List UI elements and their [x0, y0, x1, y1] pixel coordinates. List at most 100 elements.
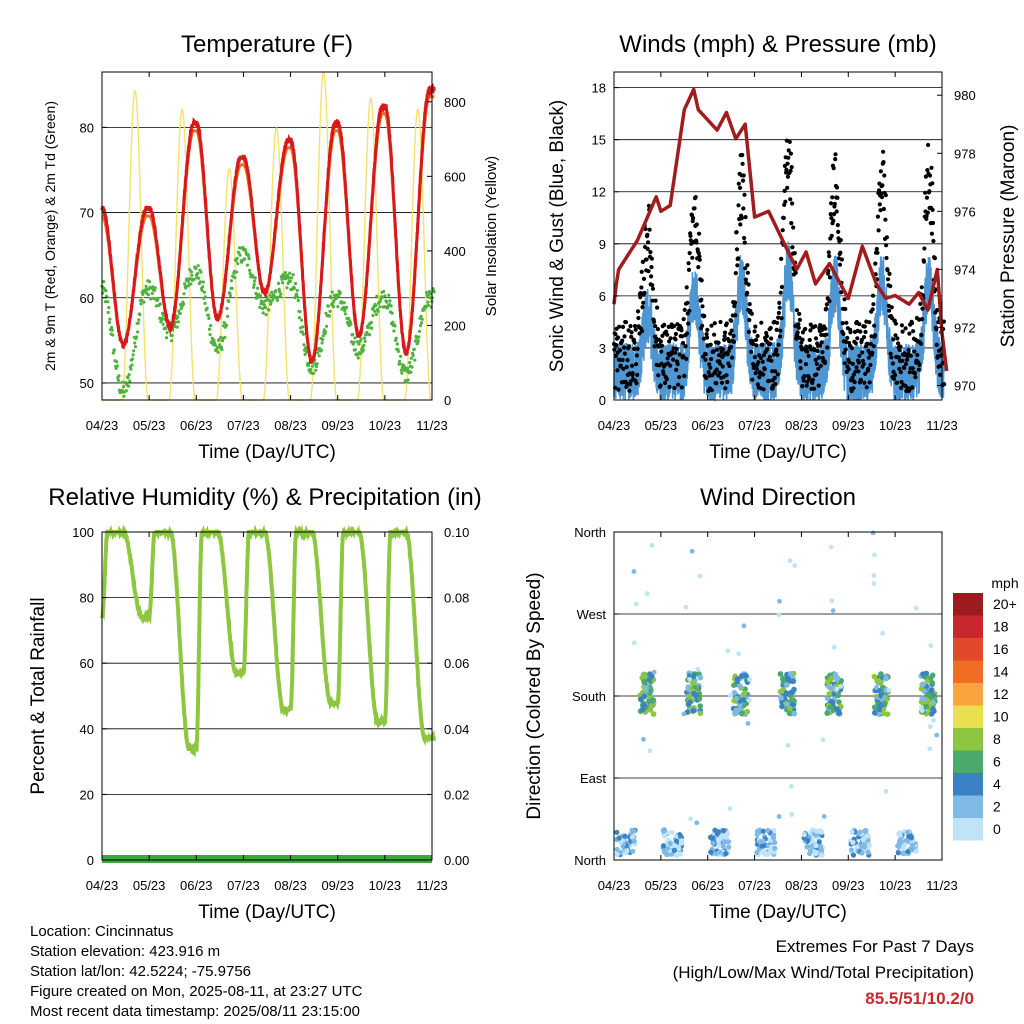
dewpoint-point — [428, 296, 432, 300]
gust-point — [853, 341, 858, 346]
direction-point — [695, 666, 701, 672]
x-tick-label: 04/23 — [86, 418, 119, 433]
dewpoint-point — [202, 290, 206, 294]
gust-point — [827, 254, 832, 259]
x-tick-label: 04/23 — [598, 878, 631, 893]
direction-point — [688, 816, 693, 822]
dewpoint-point — [153, 286, 157, 290]
gust-point — [888, 284, 893, 289]
solar-insolation-line — [102, 70, 432, 401]
direction-point — [691, 690, 697, 697]
dewpoint-point — [336, 305, 340, 309]
direction-point — [780, 676, 786, 682]
dewpoint-point — [297, 316, 301, 320]
gust-point — [861, 335, 867, 340]
gust-point — [712, 332, 717, 337]
direction-point — [865, 849, 871, 855]
x-tick-label: 06/23 — [180, 418, 213, 433]
dewpoint-point — [215, 345, 219, 349]
dewpoint-point — [170, 334, 174, 338]
gust-point — [880, 183, 885, 188]
gust-point — [814, 372, 819, 377]
colorbar-label: 20+ — [993, 596, 1017, 612]
direction-point — [633, 601, 639, 607]
x-tick-label: 06/23 — [691, 878, 724, 893]
dewpoint-point — [175, 325, 179, 329]
gust-point — [761, 372, 766, 377]
direction-point — [777, 598, 782, 604]
gust-point — [794, 308, 800, 313]
direction-point — [721, 839, 727, 845]
dewpoint-point — [357, 342, 361, 346]
dewpoint-point — [213, 343, 217, 347]
gust-point — [776, 310, 782, 315]
dewpoint-point — [274, 289, 278, 293]
dewpoint-point — [170, 339, 174, 343]
gust-point — [674, 367, 679, 372]
dewpoint-point — [263, 306, 268, 310]
direction-point — [745, 721, 751, 726]
gust-point — [861, 362, 866, 367]
gust-point — [827, 299, 832, 304]
gust-point — [789, 165, 794, 170]
gust-point — [754, 343, 759, 348]
dewpoint-point — [300, 318, 304, 322]
x-tick-label: 09/23 — [321, 418, 354, 433]
speed-colorbar: mph 20+ 18 16 14 12 10 8 6 4 2 0 — [953, 575, 1019, 841]
gust-point — [891, 376, 897, 381]
gust-point — [686, 261, 691, 266]
gust-point — [918, 301, 923, 306]
gust-point — [709, 357, 714, 362]
dewpoint-point — [198, 280, 202, 284]
y2-tick-label: 200 — [444, 318, 466, 333]
y2-tick-label: 400 — [444, 244, 466, 259]
gust-point — [782, 202, 787, 207]
gust-point — [850, 361, 855, 366]
gust-point — [683, 344, 688, 349]
gust-point — [680, 340, 686, 346]
temperature-title: Temperature (F) — [181, 31, 353, 58]
y-tick-label: South — [572, 689, 606, 704]
gust-point — [773, 382, 778, 387]
y-tick-label: 0 — [599, 393, 606, 408]
colorbar-swatch — [953, 773, 983, 796]
direction-point — [874, 685, 879, 690]
gust-point — [685, 300, 690, 305]
y-tick-label: 9 — [599, 237, 606, 252]
gust-point — [616, 335, 621, 340]
direction-point — [920, 671, 926, 677]
direction-point — [789, 784, 794, 789]
direction-point — [733, 707, 740, 714]
direction-point — [741, 672, 748, 679]
gust-point — [815, 348, 820, 354]
gust-point — [800, 384, 805, 389]
gust-point — [772, 352, 777, 357]
dewpoint-point — [108, 317, 112, 321]
gust-point — [638, 295, 643, 300]
x-tick-label: 11/23 — [416, 418, 448, 433]
direction-point — [647, 748, 653, 754]
extremes-value: 85.5/51/10.2/0 — [865, 989, 974, 1008]
direction-point — [637, 696, 644, 703]
dewpoint-point — [317, 354, 321, 358]
dewpoint-point — [347, 316, 351, 321]
gust-point — [862, 380, 867, 385]
gust-point — [650, 283, 655, 288]
x-tick-label: 10/23 — [879, 418, 912, 433]
gust-point — [758, 355, 764, 361]
gust-point — [842, 297, 847, 302]
gust-point — [769, 358, 774, 363]
dewpoint-point — [248, 268, 252, 272]
gust-point — [749, 311, 755, 316]
gust-point — [760, 359, 765, 364]
dewpoint-point — [343, 312, 347, 316]
x-tick-label: 06/23 — [691, 418, 724, 433]
gust-point — [776, 315, 781, 320]
gust-point — [627, 388, 632, 393]
gust-point — [674, 346, 679, 351]
y2-tick-label: 600 — [444, 169, 466, 184]
direction-point — [671, 847, 678, 854]
gust-point — [798, 359, 803, 364]
dewpoint-point — [419, 314, 423, 318]
direction-point — [831, 644, 837, 650]
